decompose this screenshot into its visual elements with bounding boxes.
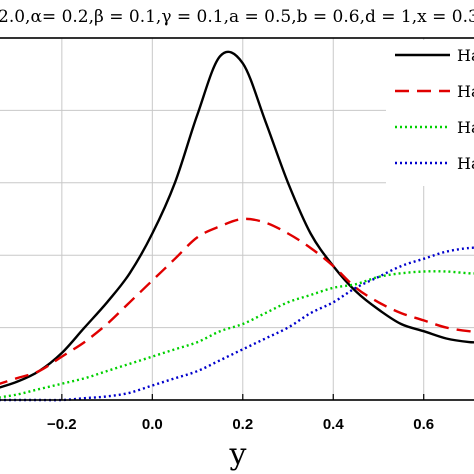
series-line-3 <box>0 270 474 399</box>
x-tick-labels: −0.2 0.0 0.2 0.4 0.6 <box>47 394 434 433</box>
x-tick-label: 0.2 <box>232 416 253 433</box>
x-tick-label: 0.0 <box>142 416 163 433</box>
plot-frame <box>0 37 474 401</box>
legend-label-4: Ha <box>457 154 474 173</box>
legend: Ha Ha Ha Ha <box>386 40 474 186</box>
legend-background <box>386 40 474 186</box>
legend-label-1: Ha <box>457 46 474 65</box>
chart-title: 2.0,α= 0.2,β = 0.1,γ = 0.1,a = 0.5,b = 0… <box>0 7 474 27</box>
series-line-2 <box>0 217 474 385</box>
x-tick-label: 0.4 <box>323 416 345 433</box>
x-axis-label: y <box>229 437 247 472</box>
series-group <box>0 50 474 402</box>
legend-label-3: Ha <box>457 118 474 137</box>
x-tick-label: 0.6 <box>413 416 434 433</box>
series-line-1 <box>0 50 474 389</box>
legend-label-2: Ha <box>457 82 474 101</box>
x-tick-label: −0.2 <box>47 416 77 433</box>
